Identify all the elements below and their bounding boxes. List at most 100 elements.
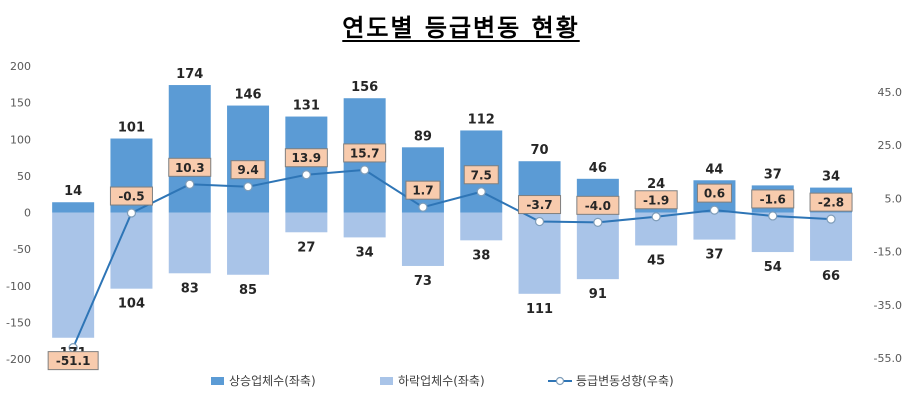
bar-fall	[401, 212, 444, 266]
y-left-tick-label: -50	[13, 243, 31, 256]
line-point	[768, 211, 778, 221]
line-value-label: -1.6	[760, 192, 786, 206]
bar-rise-label: 156	[351, 80, 378, 95]
bar-fall	[110, 212, 153, 289]
line-value-label: 15.7	[350, 146, 380, 160]
line-point	[476, 187, 486, 197]
y-left-tick-label: -200	[6, 353, 31, 366]
line-label-box	[284, 148, 328, 168]
legend-swatch-fall	[380, 377, 393, 385]
bar-fall-label: 104	[118, 297, 145, 312]
chart-title: 연도별 등급변동 현황	[342, 14, 580, 42]
bar-rise-label: 24	[647, 177, 665, 192]
line-point	[534, 216, 545, 227]
y-right-tick-label: 5.0	[885, 192, 903, 205]
bar-fall-label: 73	[414, 274, 432, 289]
line-point	[126, 208, 137, 218]
line-label-box	[47, 351, 99, 371]
line-value-label: -1.9	[643, 193, 669, 207]
bar-rise-label: 37	[764, 167, 782, 182]
bar-fall-label: 66	[822, 269, 840, 284]
line-label-box	[463, 165, 499, 185]
bar-fall-label: 34	[356, 245, 374, 260]
y-right-tick-label: -35.0	[874, 299, 902, 312]
line-value-label: 10.3	[175, 161, 205, 175]
y-left-tick-label: -100	[6, 280, 31, 293]
bar-fall-label: 111	[526, 302, 553, 317]
bar-fall	[693, 212, 736, 240]
bar-fall-label: 45	[647, 253, 665, 268]
line-value-label: -4.0	[585, 199, 611, 213]
bar-rise-label: 44	[705, 162, 723, 177]
bar-rise	[401, 147, 444, 213]
line-point	[418, 202, 428, 212]
y-right-tick-label: 45.0	[878, 86, 903, 99]
bar-rise-label: 34	[822, 170, 840, 185]
line-label-box	[343, 143, 387, 163]
line-value-label: 0.6	[704, 187, 725, 201]
line-label-box	[405, 180, 441, 200]
line-label-box	[518, 195, 562, 215]
line-point	[243, 182, 253, 192]
bar-rise	[168, 85, 211, 213]
line-point	[360, 165, 370, 175]
y-left-tick-label: 100	[10, 133, 31, 146]
legend-label-fall: 하락업체수(좌축)	[398, 374, 485, 388]
legend-marker-line	[555, 376, 565, 386]
line-value-label: 1.7	[412, 184, 433, 198]
bar-rise-label: 112	[468, 112, 495, 127]
y-left-tick-label: 200	[10, 60, 31, 73]
line-value-label: -51.1	[56, 354, 91, 368]
bar-rise-label: 46	[589, 161, 607, 176]
bar-fall-label: 91	[589, 287, 607, 302]
y-left-tick-label: -150	[6, 316, 31, 329]
line-value-label: 13.9	[292, 151, 322, 165]
bar-rise-label: 14	[64, 184, 82, 199]
bar-fall	[227, 212, 270, 275]
line-point	[651, 212, 661, 222]
bar-fall	[285, 212, 328, 233]
line-label-box	[634, 190, 678, 210]
line-point	[826, 214, 836, 224]
bar-fall	[168, 212, 211, 274]
line-label-box	[576, 195, 620, 215]
line-series	[72, 168, 832, 349]
line-point	[709, 205, 720, 215]
bar-fall	[460, 212, 503, 241]
y-left-tick-label: 50	[17, 170, 31, 183]
bar-fall	[343, 212, 386, 238]
legend-label-line: 등급변동성향(우축)	[576, 374, 674, 388]
bar-fall-label: 83	[181, 281, 199, 296]
bar-rise-label: 70	[531, 143, 549, 158]
bar-fall-label: 85	[239, 283, 257, 298]
line-label-box	[809, 192, 853, 212]
bar-fall-label: 27	[297, 240, 315, 255]
line-label-box	[109, 186, 153, 206]
y-right-tick-label: -55.0	[874, 352, 902, 365]
bar-fall-label: 38	[472, 248, 490, 263]
line-label-box	[230, 160, 266, 180]
line-point	[593, 217, 603, 227]
line-value-label: 7.5	[471, 168, 492, 182]
line-label-box	[168, 157, 212, 177]
line-value-label: -2.8	[818, 196, 844, 210]
line-label-box	[751, 189, 795, 209]
y-left-tick-label: 0	[24, 207, 31, 220]
bar-rise-label: 101	[118, 121, 145, 136]
line-value-label: -3.7	[526, 198, 552, 212]
line-point	[301, 170, 311, 180]
line-value-label: -0.5	[118, 190, 144, 204]
bar-rise-label: 146	[234, 88, 261, 103]
bar-fall	[52, 212, 95, 338]
line-value-label: 9.4	[237, 163, 258, 177]
bar-fall-label: 37	[705, 248, 723, 263]
y-right-tick-label: -15.0	[874, 246, 902, 259]
line-label-box	[696, 183, 732, 203]
legend-swatch-rise	[211, 377, 224, 385]
y-right-tick-label: 25.0	[878, 139, 903, 152]
bar-rise	[52, 202, 95, 213]
y-left-tick-label: 150	[10, 97, 31, 110]
bar-rise-label: 131	[293, 99, 320, 114]
